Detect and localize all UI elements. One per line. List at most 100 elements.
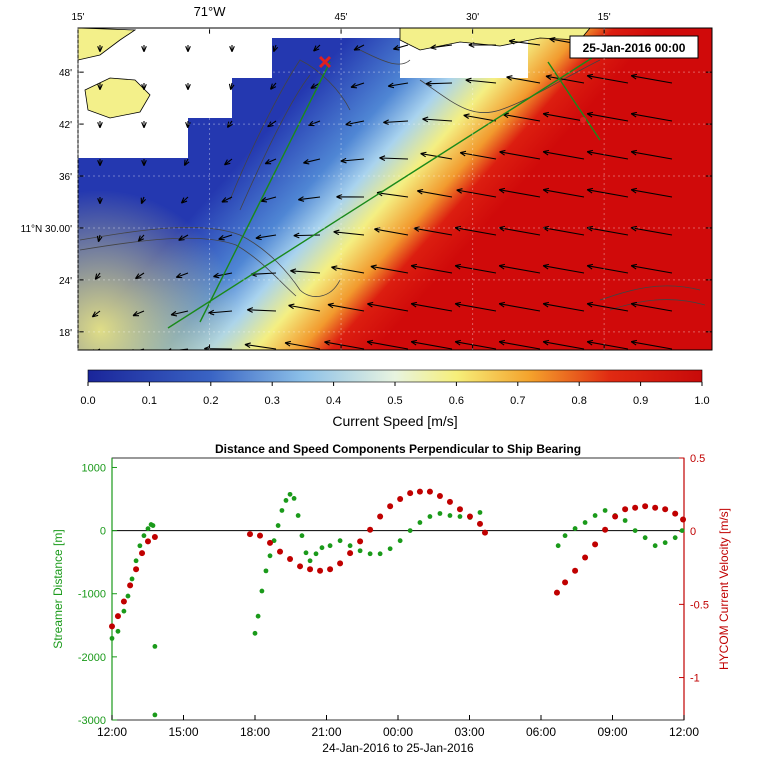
data-point	[137, 543, 143, 549]
current-arrow	[260, 196, 277, 203]
data-point	[622, 518, 628, 523]
current-arrow	[586, 263, 629, 274]
current-arrow	[327, 302, 365, 312]
current-arrow	[264, 158, 277, 165]
colorbar-tick-label: 0.2	[203, 395, 218, 407]
data-point	[337, 560, 344, 567]
current-arrow	[272, 44, 279, 53]
data-point	[347, 543, 353, 549]
x-tick-label: 09:00	[597, 725, 627, 739]
data-point	[114, 613, 121, 620]
current-arrow	[308, 120, 321, 127]
current-arrow	[456, 188, 497, 198]
current-arrow	[463, 113, 497, 122]
colorbar-label: Current Speed [m/s]	[332, 413, 457, 429]
current-arrow	[545, 74, 585, 84]
current-arrow	[379, 155, 409, 161]
data-point	[377, 513, 384, 520]
current-arrow	[383, 119, 409, 126]
data-point	[476, 520, 483, 527]
y2-tick-label: 0.5	[690, 453, 705, 465]
current-arrow	[410, 301, 453, 312]
current-arrow	[213, 272, 233, 279]
x-tick-label: 30'	[466, 12, 479, 23]
current-arrow	[97, 197, 103, 205]
y2-tick-label: -0.5	[690, 599, 709, 611]
current-arrow	[586, 339, 629, 350]
chart-title: Distance and Speed Components Perpendicu…	[215, 442, 581, 456]
x-tick-label: 03:00	[454, 725, 484, 739]
data-point	[313, 551, 319, 557]
current-arrow	[586, 301, 629, 312]
data-point	[652, 504, 659, 511]
data-point	[662, 540, 668, 546]
current-arrow	[96, 234, 103, 243]
current-arrow	[393, 44, 409, 51]
data-point	[271, 538, 277, 544]
data-point	[582, 554, 589, 561]
data-point	[255, 613, 261, 619]
x-tick-label: 12:00	[97, 725, 127, 739]
current-arrow	[244, 342, 277, 350]
data-point	[252, 630, 258, 636]
data-point	[553, 589, 560, 596]
current-arrow	[183, 158, 190, 167]
data-point	[622, 506, 629, 513]
data-point	[144, 538, 151, 545]
current-arrow	[422, 116, 453, 123]
current-arrow	[542, 225, 585, 236]
current-arrow	[333, 229, 365, 236]
current-arrow	[542, 111, 585, 122]
colorbar-tick-label: 0.5	[387, 395, 402, 407]
current-arrow	[228, 82, 235, 91]
colorbar-tick-label: 0.1	[142, 395, 157, 407]
current-arrow	[630, 301, 673, 312]
current-arrow	[97, 159, 103, 167]
data-point	[259, 588, 265, 594]
current-arrow	[454, 301, 497, 312]
current-arrow	[586, 149, 629, 160]
current-arrow	[97, 83, 103, 91]
data-point	[139, 550, 146, 557]
colorbar-tick-label: 0.4	[326, 395, 341, 407]
colorbar-tick-label: 0.0	[80, 395, 95, 407]
current-arrow	[542, 187, 585, 198]
y2-tick-label: -1	[690, 673, 700, 685]
map-frame	[77, 27, 713, 351]
data-point	[152, 643, 158, 649]
current-arrow	[185, 45, 191, 53]
y-tick-label: 24'	[59, 276, 72, 287]
data-point	[145, 526, 151, 532]
y-tick-label: 36'	[59, 172, 72, 183]
data-point	[327, 566, 334, 573]
data-point	[602, 526, 609, 533]
data-point	[602, 508, 608, 513]
data-point	[437, 511, 443, 516]
current-arrow	[506, 75, 541, 84]
data-point	[303, 550, 309, 556]
data-point	[151, 534, 158, 541]
colorbar-tick-label: 0.3	[265, 395, 280, 407]
current-arrow	[410, 263, 453, 274]
data-point	[367, 551, 373, 557]
timestamp-box	[569, 35, 699, 59]
current-arrow	[459, 150, 497, 160]
current-arrow	[630, 111, 673, 122]
current-arrow	[586, 111, 629, 122]
current-arrow	[94, 272, 101, 280]
timestamp: 25-Jan-2016 00:00	[583, 41, 686, 55]
data-point	[407, 490, 414, 497]
data-point	[357, 538, 364, 545]
data-point	[572, 526, 578, 531]
current-arrow	[499, 149, 541, 160]
data-point	[109, 635, 115, 641]
current-arrow	[387, 82, 409, 89]
colorbar-tick-label: 0.6	[449, 395, 464, 407]
current-arrow	[367, 301, 409, 312]
current-arrow	[370, 264, 409, 274]
data-point	[307, 558, 313, 564]
data-point	[555, 543, 561, 549]
x-tick-label: 00:00	[383, 725, 413, 739]
data-point	[662, 506, 669, 513]
data-point	[150, 523, 156, 528]
